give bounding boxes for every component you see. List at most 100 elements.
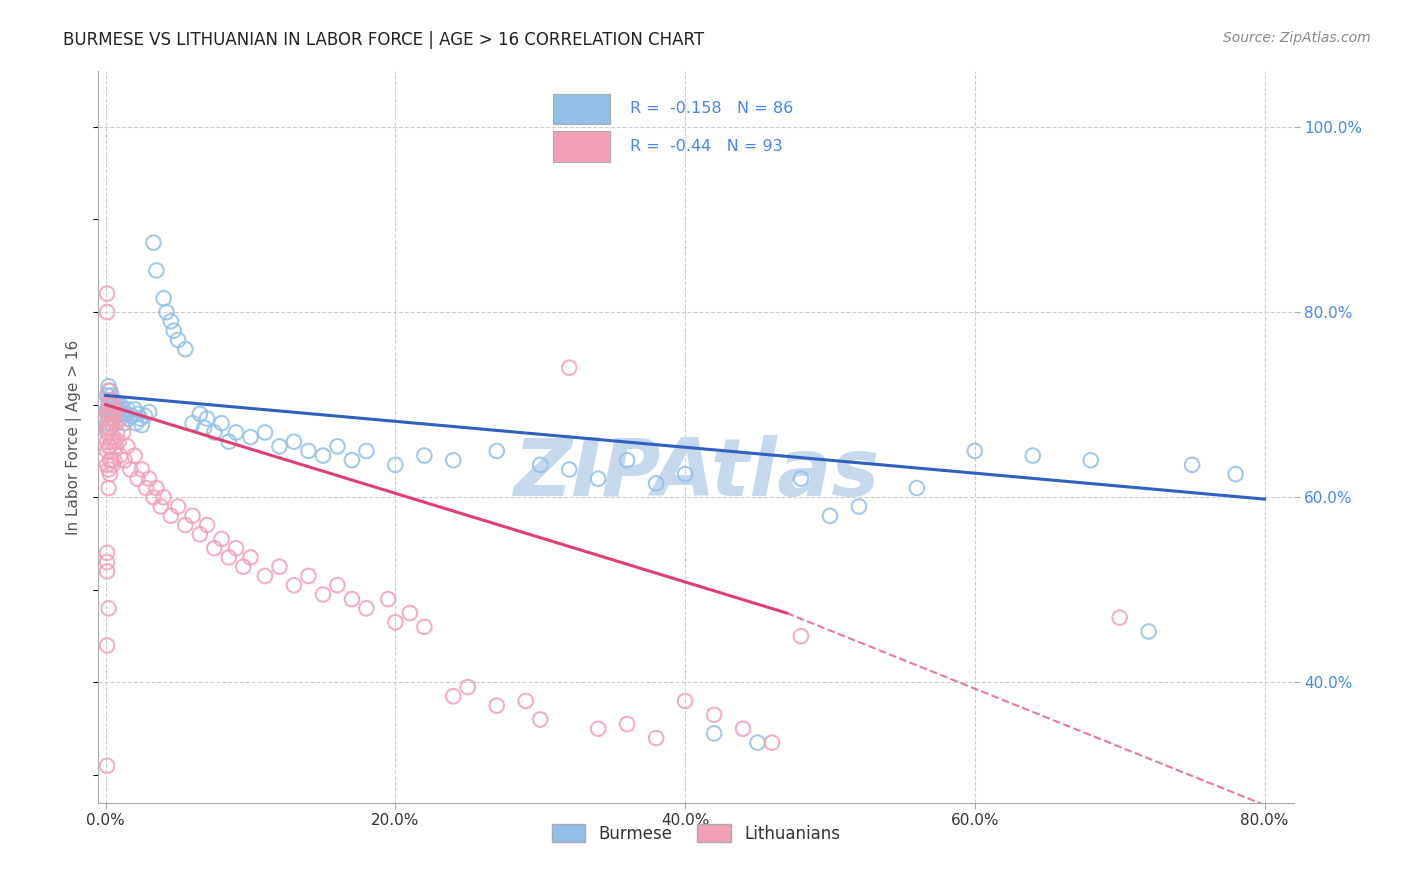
Point [110, 407, 132, 421]
Point [731, 722, 754, 736]
Point [97, 601, 120, 615]
Point [142, 235, 165, 250]
Point [145, 481, 167, 495]
Point [1225, 467, 1247, 482]
Point [232, 559, 254, 574]
Point [96, 416, 118, 430]
Point [239, 430, 262, 444]
Point [104, 416, 127, 430]
Point [134, 409, 156, 423]
Point [97, 439, 120, 453]
Point [413, 449, 436, 463]
Point [100, 402, 122, 417]
Point [181, 508, 204, 523]
Point [103, 407, 125, 421]
Point [377, 592, 399, 607]
Point [905, 481, 928, 495]
Point [283, 434, 305, 449]
Point [101, 392, 124, 407]
Point [356, 444, 378, 458]
Point [98, 421, 121, 435]
Point [98, 398, 121, 412]
Point [97, 411, 120, 425]
Point [145, 263, 167, 277]
Point [1022, 449, 1045, 463]
Point [297, 444, 319, 458]
Point [703, 726, 725, 740]
Point [103, 453, 125, 467]
Point [112, 425, 135, 440]
Point [963, 444, 986, 458]
Point [104, 402, 127, 417]
Point [98, 407, 121, 421]
Point [195, 518, 218, 533]
Point [96, 402, 118, 417]
Point [202, 425, 225, 440]
Point [253, 569, 276, 583]
Point [790, 629, 813, 643]
Point [188, 527, 211, 541]
Point [193, 421, 215, 435]
Point [127, 407, 149, 421]
Point [105, 409, 128, 423]
Point [97, 398, 120, 412]
Point [135, 481, 157, 495]
Point [326, 439, 349, 453]
Point [218, 550, 240, 565]
Point [195, 411, 218, 425]
Point [107, 402, 129, 417]
Point [129, 411, 152, 425]
Point [103, 434, 125, 449]
Point [97, 384, 120, 398]
Point [218, 434, 240, 449]
Point [131, 462, 153, 476]
Point [96, 458, 118, 472]
Point [616, 453, 638, 467]
Point [131, 418, 153, 433]
Point [399, 606, 422, 620]
Point [356, 601, 378, 615]
Point [586, 722, 609, 736]
Point [269, 439, 291, 453]
Point [155, 305, 177, 319]
Point [98, 453, 121, 467]
Point [114, 416, 136, 430]
Point [101, 430, 124, 444]
Point [326, 578, 349, 592]
Point [121, 409, 143, 423]
Point [188, 407, 211, 421]
Point [283, 578, 305, 592]
Point [340, 453, 363, 467]
Point [485, 444, 508, 458]
Point [558, 462, 581, 476]
Point [96, 639, 118, 653]
Point [98, 384, 121, 398]
Point [253, 425, 276, 440]
Point [96, 407, 118, 421]
Point [441, 690, 464, 704]
Point [100, 416, 122, 430]
Point [384, 615, 406, 630]
Point [1181, 458, 1204, 472]
Point [239, 550, 262, 565]
Point [167, 333, 190, 347]
Point [645, 476, 668, 491]
Point [181, 416, 204, 430]
Point [211, 532, 233, 546]
Point [225, 425, 247, 440]
Point [100, 388, 122, 402]
Point [1108, 610, 1130, 624]
Point [96, 434, 118, 449]
Point [96, 425, 118, 440]
Point [138, 405, 160, 419]
Point [97, 392, 120, 407]
Point [616, 717, 638, 731]
Point [104, 416, 127, 430]
Point [108, 398, 131, 412]
Point [103, 411, 125, 425]
Point [117, 402, 139, 417]
Point [441, 453, 464, 467]
Point [107, 434, 129, 449]
Point [384, 458, 406, 472]
Point [96, 565, 118, 579]
